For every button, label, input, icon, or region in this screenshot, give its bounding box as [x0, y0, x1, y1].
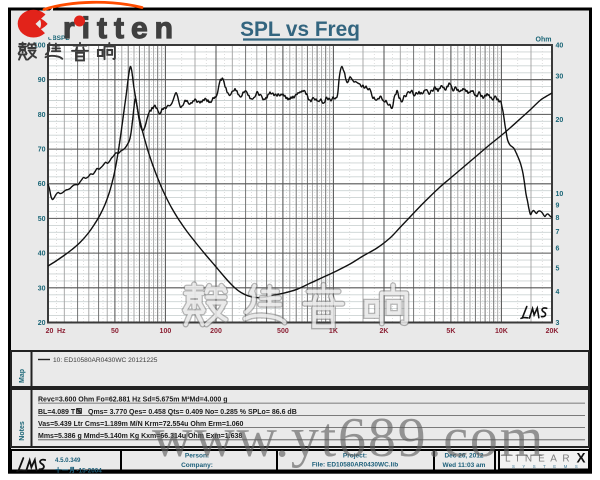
- svg-text:Hz: Hz: [57, 328, 66, 335]
- svg-text:100: 100: [160, 328, 172, 335]
- svg-text:1K: 1K: [329, 328, 338, 335]
- svg-text:80: 80: [38, 112, 46, 119]
- svg-text:2K: 2K: [380, 328, 389, 335]
- svg-text:Ohm: Ohm: [536, 37, 552, 44]
- svg-text:5K: 5K: [446, 328, 455, 335]
- svg-text:Revc=3.600 Ohm Fo=62.881 Hz: Revc=3.600 Ohm Fo=62.881 Hz Sd=5.675m M²…: [38, 397, 227, 404]
- svg-text:30: 30: [556, 73, 564, 80]
- svg-text:100: 100: [34, 43, 46, 50]
- svg-text:200: 200: [210, 328, 222, 335]
- svg-text:S Y S T E M S: S Y S T E M S: [512, 464, 581, 469]
- svg-text:L I N E A R: L I N E A R: [505, 454, 571, 465]
- svg-text:9: 9: [556, 202, 560, 209]
- svg-text:File: ED10580AR0430WC.lib: File: ED10580AR0430WC.lib: [312, 462, 398, 469]
- svg-text:Notes: Notes: [19, 421, 26, 441]
- svg-text:50: 50: [111, 328, 119, 335]
- svg-text:Company:: Company:: [181, 462, 213, 469]
- svg-text:500: 500: [277, 328, 289, 335]
- svg-text:7: 7: [556, 229, 560, 236]
- svg-text:10K: 10K: [495, 328, 508, 335]
- svg-text:dBSPL: dBSPL: [48, 35, 69, 42]
- svg-text:30: 30: [38, 285, 46, 292]
- svg-text:www.yt689.com: www.yt689.com: [152, 407, 545, 469]
- svg-text:40: 40: [556, 43, 564, 50]
- svg-text:50: 50: [38, 216, 46, 223]
- svg-text:20K: 20K: [546, 328, 559, 335]
- svg-text:Map: Map: [19, 369, 26, 383]
- svg-text:-15-2004: -15-2004: [77, 467, 103, 474]
- svg-text:Qms= 3.770 Qes= 0.458 Qts= 0: Qms= 3.770 Qes= 0.458 Qts= 0.409 No= 0.2…: [88, 409, 297, 416]
- svg-text:SPL vs Freq: SPL vs Freq: [240, 18, 360, 41]
- svg-text:5: 5: [556, 265, 560, 272]
- svg-text:Vas=5.439 Ltr Cms=1.189m M/N: Vas=5.439 Ltr Cms=1.189m M/N Krm=72.554u…: [38, 421, 244, 428]
- svg-text:BL=4.089 T: BL=4.089 T: [38, 409, 76, 416]
- svg-text:Dec 26, 2012: Dec 26, 2012: [444, 453, 483, 460]
- svg-text:70: 70: [38, 147, 46, 154]
- svg-text:4: 4: [556, 289, 560, 296]
- svg-text:60: 60: [38, 181, 46, 188]
- svg-text:4.5.0.349: 4.5.0.349: [55, 457, 81, 464]
- svg-text:Mms=5.386 g Mmd=5.140m Kg Kx: Mms=5.386 g Mmd=5.140m Kg Kxm=66.314u Oh…: [38, 433, 242, 440]
- svg-text:10: 10: [556, 191, 564, 198]
- svg-text:6: 6: [556, 246, 560, 253]
- svg-text:20: 20: [556, 117, 564, 124]
- svg-text:Person:: Person:: [185, 453, 209, 460]
- svg-text:20: 20: [38, 320, 46, 327]
- svg-text:10: ED10580AR0430WC 20121225: 10: ED10580AR0430WC 20121225: [53, 357, 158, 364]
- svg-text:Project:: Project:: [343, 452, 367, 459]
- svg-text:20: 20: [46, 328, 54, 335]
- svg-text:40: 40: [38, 251, 46, 258]
- svg-text:X: X: [576, 451, 585, 466]
- svg-text:8: 8: [556, 215, 560, 222]
- svg-text:3: 3: [556, 320, 560, 327]
- svg-text:90: 90: [38, 77, 46, 84]
- svg-text:Wed 11:03 am: Wed 11:03 am: [443, 462, 486, 469]
